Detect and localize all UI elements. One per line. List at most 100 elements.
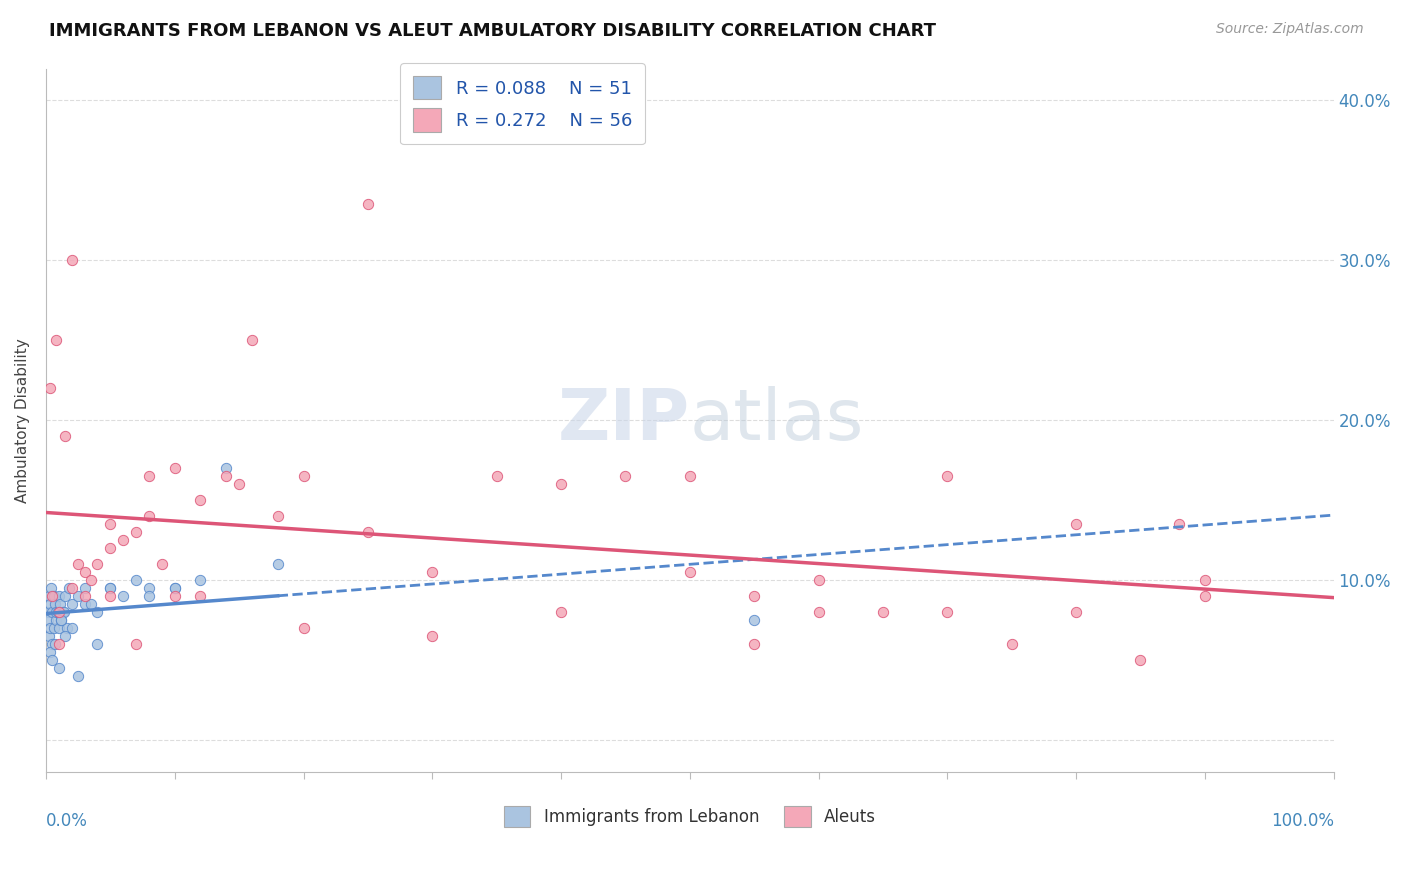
Point <box>53 429 76 443</box>
Text: atlas: atlas <box>690 385 865 455</box>
Point <box>73 597 96 611</box>
Text: 100.0%: 100.0% <box>1271 812 1334 830</box>
Point <box>190 493 212 508</box>
Point <box>138 581 160 595</box>
Text: IMMIGRANTS FROM LEBANON VS ALEUT AMBULATORY DISABILITY CORRELATION CHART: IMMIGRANTS FROM LEBANON VS ALEUT AMBULAT… <box>49 22 936 40</box>
Point <box>150 557 173 571</box>
Point <box>51 613 73 627</box>
Point <box>190 589 212 603</box>
Point <box>86 637 108 651</box>
Point <box>53 629 76 643</box>
Point <box>742 637 765 651</box>
Point <box>1064 605 1087 619</box>
Point <box>48 661 70 675</box>
Point <box>125 637 148 651</box>
Point <box>112 589 135 603</box>
Point <box>45 334 67 348</box>
Point <box>485 469 508 483</box>
Point <box>742 613 765 627</box>
Point <box>936 469 959 483</box>
Point <box>125 525 148 540</box>
Point <box>53 605 76 619</box>
Point <box>80 597 103 611</box>
Point <box>1064 517 1087 532</box>
Point <box>936 605 959 619</box>
Point <box>679 565 702 579</box>
Point <box>38 621 60 635</box>
Point <box>1168 517 1191 532</box>
Point <box>46 605 69 619</box>
Point <box>80 573 103 587</box>
Point <box>550 605 572 619</box>
Point <box>38 381 60 395</box>
Point <box>41 637 63 651</box>
Point <box>53 589 76 603</box>
Point <box>39 581 62 595</box>
Point <box>42 621 65 635</box>
Point <box>41 589 63 603</box>
Point <box>38 645 60 659</box>
Point <box>807 605 830 619</box>
Point <box>67 589 90 603</box>
Point <box>163 589 186 603</box>
Point <box>48 605 70 619</box>
Point <box>42 589 65 603</box>
Point <box>267 509 290 524</box>
Point <box>1001 637 1024 651</box>
Y-axis label: Ambulatory Disability: Ambulatory Disability <box>15 338 30 503</box>
Point <box>48 589 70 603</box>
Point <box>215 461 238 475</box>
Point <box>872 605 894 619</box>
Point <box>38 589 60 603</box>
Point <box>98 589 121 603</box>
Point <box>55 621 77 635</box>
Point <box>60 253 83 268</box>
Text: Source: ZipAtlas.com: Source: ZipAtlas.com <box>1216 22 1364 37</box>
Point <box>138 509 160 524</box>
Point <box>60 621 83 635</box>
Point <box>267 557 290 571</box>
Point <box>1194 573 1216 587</box>
Point <box>86 605 108 619</box>
Point <box>48 621 70 635</box>
Point <box>215 469 238 483</box>
Point <box>98 517 121 532</box>
Point <box>38 629 60 643</box>
Point <box>37 613 59 627</box>
Point <box>357 197 380 211</box>
Point <box>49 597 72 611</box>
Point <box>45 613 67 627</box>
Point <box>98 541 121 556</box>
Point <box>163 581 186 595</box>
Point <box>73 589 96 603</box>
Point <box>73 581 96 595</box>
Point <box>60 581 83 595</box>
Point <box>190 573 212 587</box>
Point <box>67 669 90 683</box>
Point <box>163 461 186 475</box>
Point <box>292 469 315 483</box>
Point <box>39 597 62 611</box>
Point <box>742 589 765 603</box>
Point <box>67 557 90 571</box>
Point <box>228 477 250 491</box>
Point <box>44 637 66 651</box>
Point <box>37 605 59 619</box>
Point <box>125 573 148 587</box>
Point <box>614 469 637 483</box>
Point <box>1194 589 1216 603</box>
Point <box>73 565 96 579</box>
Point <box>41 605 63 619</box>
Point <box>48 637 70 651</box>
Point <box>44 597 66 611</box>
Point <box>679 469 702 483</box>
Point <box>52 605 75 619</box>
Point <box>138 469 160 483</box>
Point <box>60 597 83 611</box>
Point <box>807 573 830 587</box>
Point <box>292 621 315 635</box>
Text: ZIP: ZIP <box>558 385 690 455</box>
Point <box>98 581 121 595</box>
Point <box>41 653 63 667</box>
Point <box>357 525 380 540</box>
